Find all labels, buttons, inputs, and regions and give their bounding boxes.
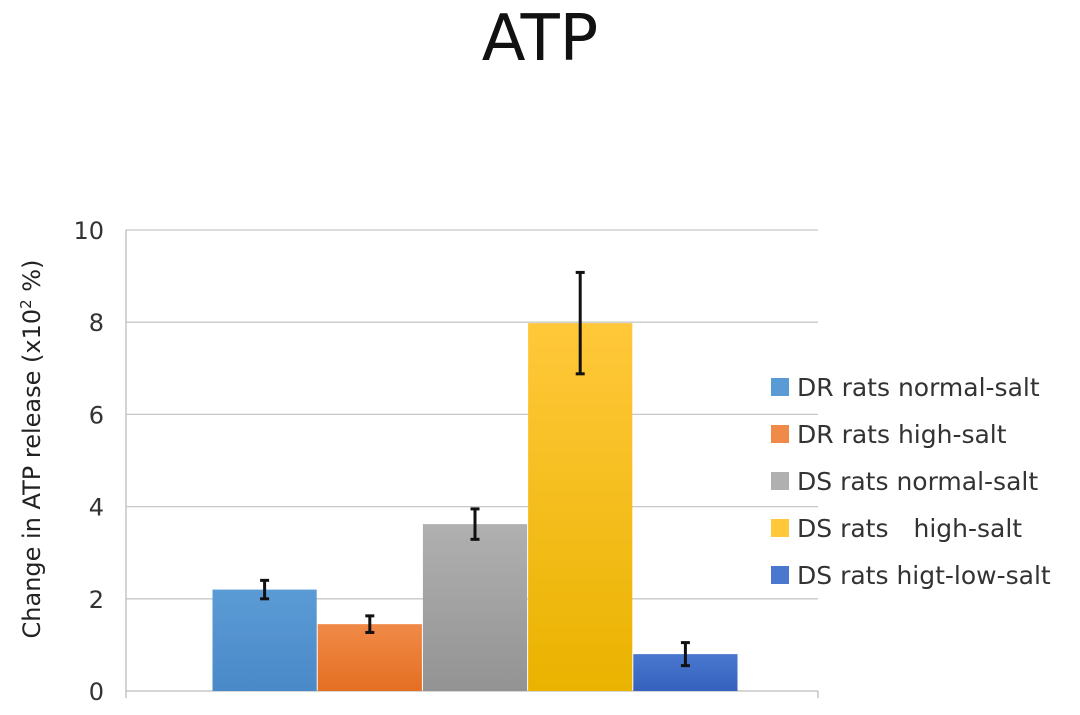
bars — [212, 323, 738, 691]
legend-swatch — [771, 378, 789, 396]
legend: DR rats normal-salt DR rats high-salt DS r… — [771, 373, 1051, 590]
legend-label: DS rats high-salt — [797, 514, 1022, 543]
chart-title: ATP — [481, 2, 599, 76]
legend-label: DR rats high-salt — [797, 420, 1007, 449]
legend-swatch — [771, 566, 789, 584]
y-tick-label: 2 — [89, 586, 104, 614]
legend-swatch — [771, 472, 789, 490]
legend-label: DR rats normal-salt — [797, 373, 1040, 402]
y-axis-label: Change in ATP release (x102 %) — [17, 260, 46, 639]
axes: 0 2 4 6 8 10 — [73, 217, 819, 706]
bar — [422, 524, 528, 691]
y-tick-label: 4 — [89, 494, 104, 522]
bar — [317, 624, 422, 691]
legend-swatch — [771, 425, 789, 443]
bar — [528, 323, 633, 691]
y-tick-label: 8 — [89, 309, 104, 337]
legend-label: DS rats normal-salt — [797, 467, 1038, 496]
y-tick-label: 10 — [73, 217, 104, 245]
legend-swatch — [771, 519, 789, 537]
y-tick-label: 0 — [89, 678, 104, 706]
y-tick-label: 6 — [89, 401, 104, 429]
legend-label: DS rats higt-low-salt — [797, 561, 1051, 590]
error-bars — [260, 270, 690, 668]
bar — [212, 589, 317, 691]
